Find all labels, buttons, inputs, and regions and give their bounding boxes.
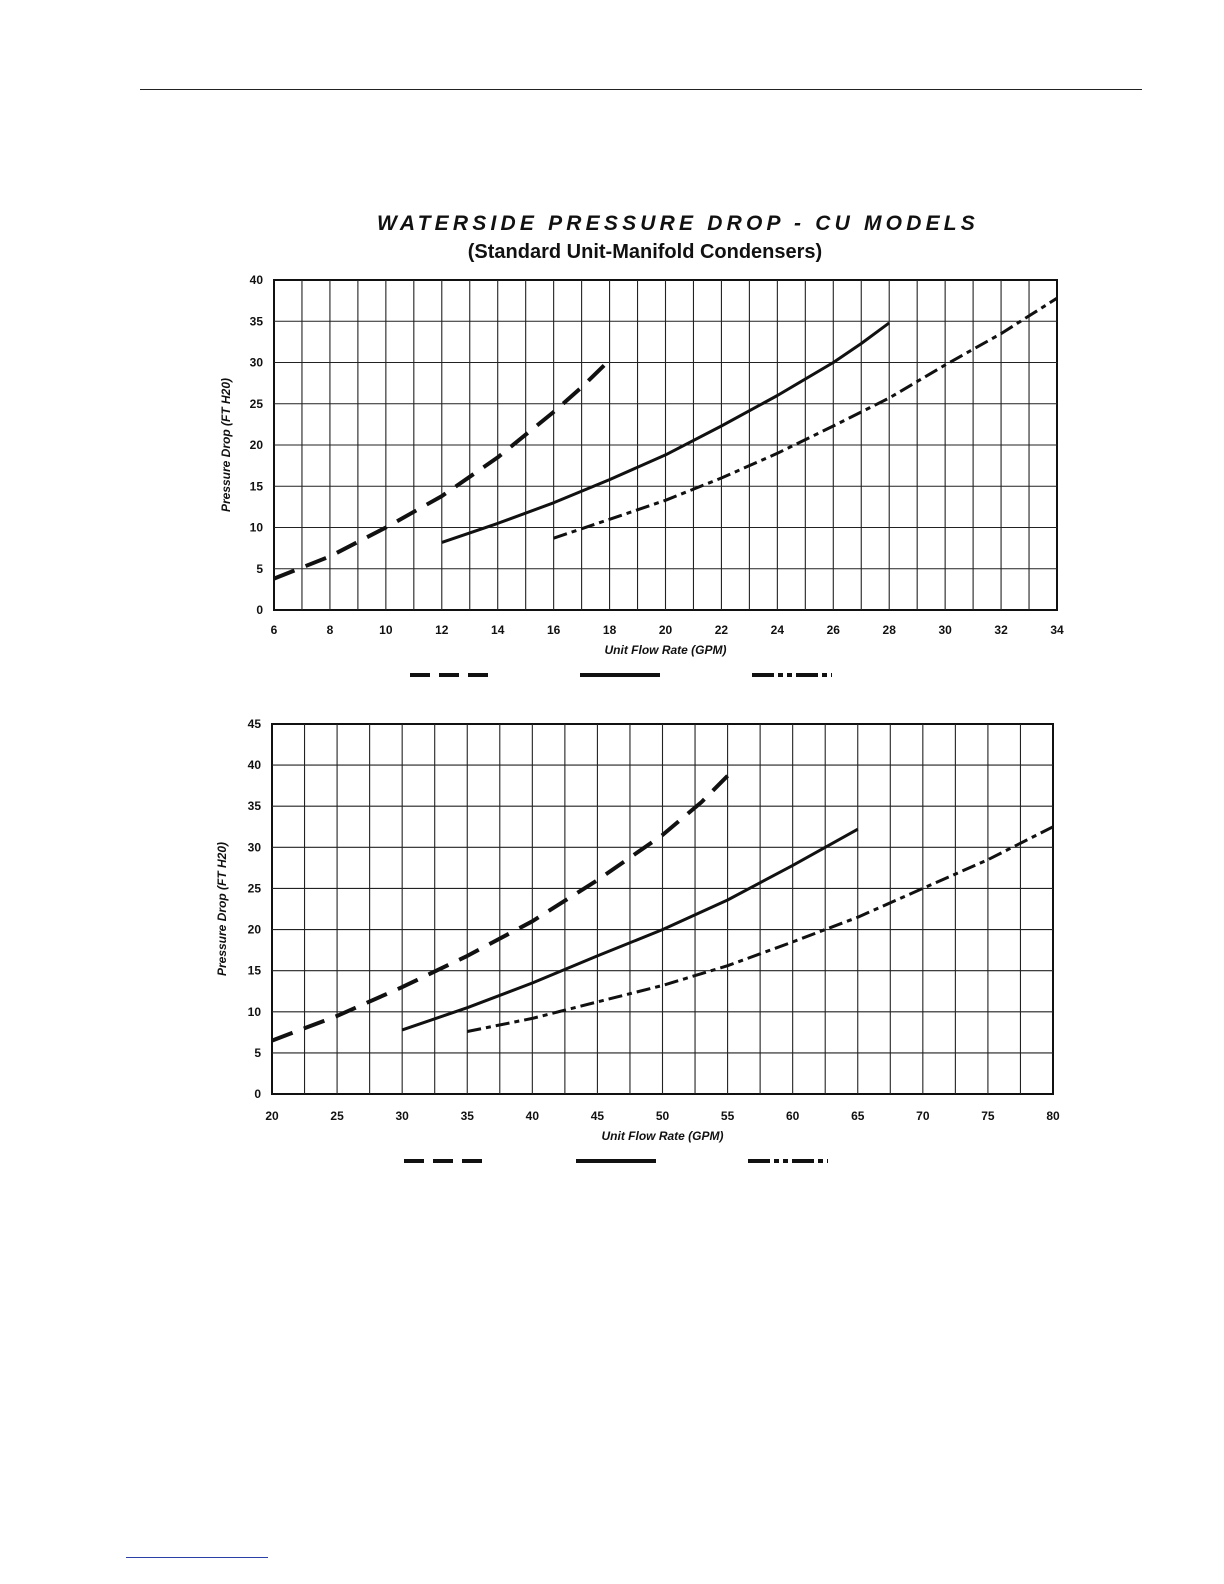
page-title: WATERSIDE PRESSURE DROP - CU MODELS	[376, 212, 980, 235]
x-axis-label: Unit Flow Rate (GPM)	[602, 1129, 724, 1143]
y-axis-label: Pressure Drop (FT H20)	[215, 842, 229, 976]
x-tick-label: 75	[981, 1109, 995, 1123]
y-tick-labels: 0 5 10 15 20 25 30 35 40 45	[248, 717, 262, 1101]
y-tick-label: 20	[248, 923, 262, 937]
y-tick-label: 30	[248, 840, 262, 854]
y-tick-label: 0	[254, 1087, 261, 1101]
header-rule	[140, 89, 1142, 90]
x-tick-label: 20	[659, 623, 673, 637]
series-line-1	[271, 774, 730, 1043]
x-tick-labels: 20 25 30 35 40 45 50 55 60 65 70 75 80	[265, 1109, 1060, 1123]
y-tick-label: 25	[250, 397, 264, 411]
x-tick-label: 32	[994, 623, 1008, 637]
y-tick-label: 35	[250, 314, 264, 328]
y-tick-label: 10	[250, 521, 264, 535]
x-tick-label: 50	[656, 1109, 670, 1123]
y-tick-label: 5	[254, 1046, 261, 1060]
chart-upper: 6 8 10 12 14 16 18 20 22 24 26 28 30 32 34 0 5 10 15 20 25 30…	[219, 273, 1064, 677]
series-line-2	[441, 321, 891, 544]
x-tick-label: 40	[526, 1109, 540, 1123]
x-tick-label: 80	[1046, 1109, 1060, 1123]
y-tick-label: 25	[248, 881, 262, 895]
y-axis-label: Pressure Drop (FT H20)	[219, 378, 233, 512]
y-tick-label: 10	[248, 1005, 262, 1019]
x-tick-label: 24	[771, 623, 785, 637]
x-tick-label: 30	[938, 623, 952, 637]
y-tick-label: 15	[248, 964, 262, 978]
y-gridlines	[272, 764, 1053, 1054]
x-tick-label: 60	[786, 1109, 800, 1123]
x-tick-label: 18	[603, 623, 617, 637]
y-tick-label: 30	[250, 356, 264, 370]
x-axis-label: Unit Flow Rate (GPM)	[605, 643, 727, 657]
x-tick-label: 22	[715, 623, 729, 637]
y-gridlines	[274, 320, 1057, 570]
y-tick-label: 5	[256, 562, 263, 576]
series-lines	[273, 296, 1058, 581]
x-tick-label: 20	[265, 1109, 279, 1123]
x-tick-label: 35	[461, 1109, 475, 1123]
x-tick-label: 12	[435, 623, 449, 637]
x-tick-label: 14	[491, 623, 505, 637]
x-tick-label: 28	[883, 623, 897, 637]
y-tick-label: 0	[256, 603, 263, 617]
footer-rule	[126, 1557, 268, 1558]
x-tick-label: 70	[916, 1109, 930, 1123]
y-tick-label: 40	[250, 273, 264, 287]
x-tick-label: 55	[721, 1109, 735, 1123]
series-line-3	[467, 825, 1054, 1033]
page-subtitle: (Standard Unit-Manifold Condensers)	[467, 241, 823, 263]
x-tick-label: 25	[330, 1109, 344, 1123]
x-tick-label: 6	[271, 623, 278, 637]
series-line-1	[273, 358, 611, 581]
y-tick-label: 45	[248, 717, 262, 731]
series-line-3	[553, 296, 1058, 540]
y-tick-labels: 0 5 10 15 20 25 30 35 40	[250, 273, 264, 617]
series-line-2	[401, 827, 859, 1032]
y-tick-label: 15	[250, 479, 264, 493]
x-tick-label: 34	[1050, 623, 1064, 637]
x-tick-label: 10	[379, 623, 393, 637]
x-tick-label: 26	[827, 623, 841, 637]
x-gridlines	[303, 724, 1022, 1094]
x-tick-label: 16	[547, 623, 561, 637]
x-tick-label: 65	[851, 1109, 865, 1123]
x-tick-label: 30	[395, 1109, 409, 1123]
y-tick-label: 35	[248, 799, 262, 813]
x-tick-labels: 6 8 10 12 14 16 18 20 22 24 26 28 30 32 34	[271, 623, 1064, 637]
chart-lower: 20 25 30 35 40 45 50 55 60 65 70 75 80 0 5 10 15 20 25 30 35…	[215, 717, 1060, 1163]
series-lines	[271, 774, 1054, 1043]
x-tick-label: 45	[591, 1109, 605, 1123]
y-tick-label: 20	[250, 438, 264, 452]
x-tick-label: 8	[327, 623, 334, 637]
y-tick-label: 40	[248, 758, 262, 772]
